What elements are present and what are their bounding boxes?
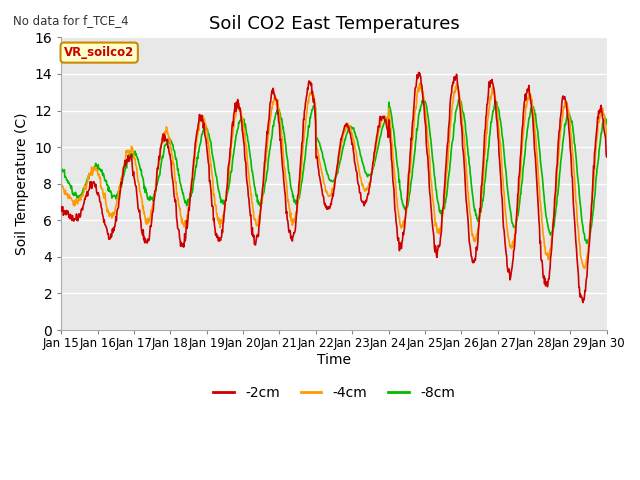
Y-axis label: Soil Temperature (C): Soil Temperature (C): [15, 112, 29, 255]
Legend: -2cm, -4cm, -8cm: -2cm, -4cm, -8cm: [207, 380, 461, 405]
X-axis label: Time: Time: [317, 353, 351, 367]
Title: Soil CO2 East Temperatures: Soil CO2 East Temperatures: [209, 15, 460, 33]
Text: VR_soilco2: VR_soilco2: [64, 46, 134, 59]
Text: No data for f_TCE_4: No data for f_TCE_4: [13, 14, 129, 27]
